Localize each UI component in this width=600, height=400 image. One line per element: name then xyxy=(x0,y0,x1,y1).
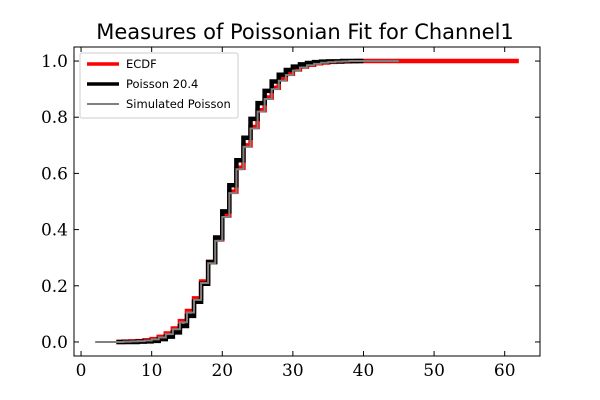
y-tick-label: 1.0 xyxy=(41,52,68,72)
legend: ECDF Poisson 20.4 Simulated Poisson xyxy=(79,52,239,119)
x-tick-label: 50 xyxy=(423,361,445,381)
x-tick-label: 10 xyxy=(141,361,163,381)
y-tick-label: 0.4 xyxy=(41,221,68,241)
legend-frame xyxy=(79,52,239,119)
chart-title: Measures of Poissonian Fit for Channel1 xyxy=(96,20,514,44)
x-tick-label: 20 xyxy=(211,361,233,381)
y-tick-label: 0.6 xyxy=(41,164,68,184)
x-tick-label: 0 xyxy=(76,361,87,381)
x-tick-label: 40 xyxy=(353,361,375,381)
x-tick-label: 30 xyxy=(282,361,304,381)
axes-layer xyxy=(73,46,541,357)
ticks-layer: 0 10 20 30 40 50 60 0.0 0.2 0.4 0.6 0.8 1.0 xyxy=(41,47,540,381)
y-tick-label: 0.8 xyxy=(41,108,68,128)
legend-label-simulated-poisson: Simulated Poisson xyxy=(126,97,231,111)
x-tick-label: 60 xyxy=(494,361,516,381)
plot-area-frame xyxy=(73,46,541,357)
y-tick-label: 0.0 xyxy=(41,333,68,353)
legend-label-poisson: Poisson 20.4 xyxy=(126,77,198,91)
series-line-simulated-poisson xyxy=(95,60,399,343)
y-tick-label: 0.2 xyxy=(41,277,68,297)
legend-label-ecdf: ECDF xyxy=(126,57,157,71)
series-layer xyxy=(95,58,519,345)
series-line-poisson xyxy=(116,58,364,345)
